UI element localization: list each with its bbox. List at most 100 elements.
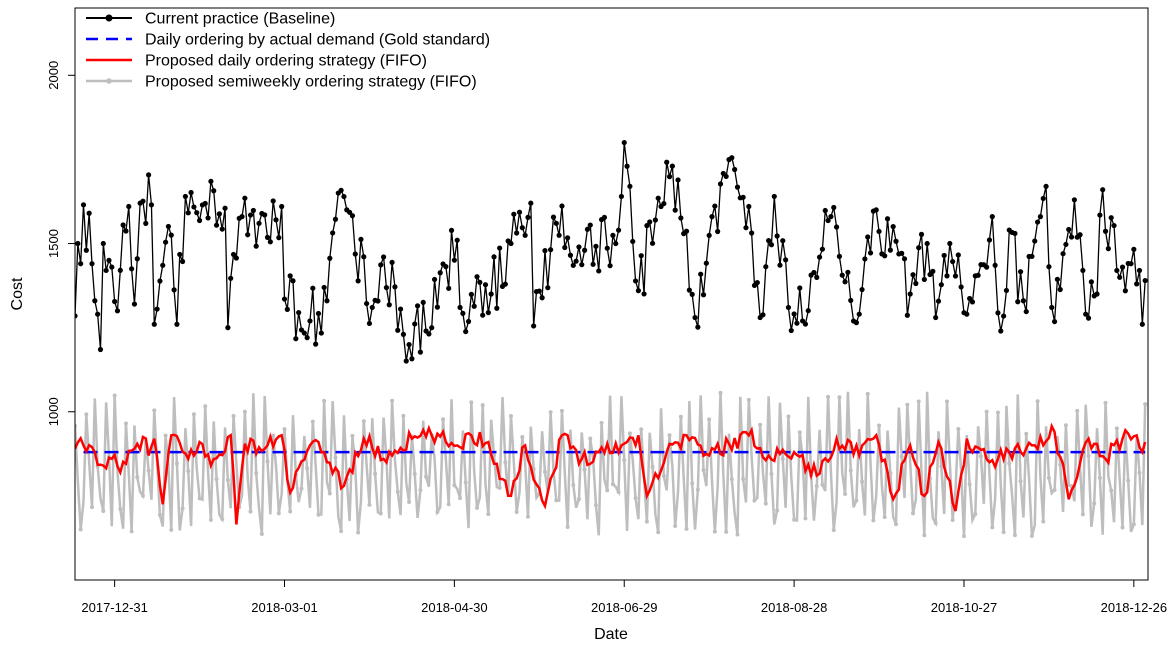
series-baseline-point [1015, 299, 1021, 305]
series-baseline-point [327, 255, 333, 261]
series-semiweekly-point [1001, 530, 1006, 535]
x-tick-label: 2018-03-01 [251, 600, 318, 615]
series-baseline-point [213, 222, 220, 228]
series-baseline-point [338, 187, 344, 193]
series-baseline-point [675, 177, 681, 183]
series-baseline-point [417, 349, 423, 355]
series-baseline-point [1063, 241, 1069, 248]
series-baseline-point [1029, 253, 1035, 260]
series-baseline-point [171, 287, 177, 293]
series-semiweekly-point [214, 477, 219, 482]
series-semiweekly-point [888, 471, 893, 476]
series-semiweekly-point [248, 509, 253, 514]
series-baseline-point [947, 240, 953, 247]
series-baseline-point [531, 323, 537, 329]
series-baseline-point [92, 298, 98, 304]
series-semiweekly-point [1041, 519, 1046, 524]
series-semiweekly-point [644, 519, 649, 524]
series-semiweekly-point [605, 488, 610, 493]
series-baseline-point [556, 232, 562, 238]
series-baseline-point [958, 284, 964, 290]
series-baseline-point [856, 311, 862, 317]
series-baseline-point [448, 227, 455, 233]
series-semiweekly-point [565, 524, 570, 529]
series-baseline-point [123, 228, 129, 234]
series-baseline-point [1105, 246, 1111, 252]
series-semiweekly-point [860, 479, 865, 484]
series-baseline-point [536, 288, 542, 294]
series-semiweekly-point [916, 399, 921, 404]
legend-marker [105, 14, 113, 22]
series-baseline-point [621, 139, 627, 146]
series-semiweekly-point [843, 491, 848, 496]
series-semiweekly-point [865, 391, 870, 396]
series-semiweekly-point [667, 433, 672, 438]
series-semiweekly-point [350, 433, 355, 438]
series-semiweekly-point [367, 502, 372, 507]
series-baseline-point [225, 325, 231, 331]
series-baseline-point [361, 254, 367, 260]
series-semiweekly-point [395, 489, 400, 494]
series-semiweekly-point [967, 482, 972, 487]
legend: Current practice (Baseline) Daily orderin… [86, 11, 490, 91]
series-baseline-point [522, 232, 528, 238]
series-semiweekly-point [197, 496, 202, 501]
series-baseline-point [641, 291, 647, 297]
series-semiweekly-point [911, 511, 916, 516]
series-baseline-point [397, 306, 404, 312]
series-semiweekly-point [724, 529, 729, 534]
series-baseline-point [989, 214, 995, 220]
series-baseline-point [488, 291, 494, 297]
series-semiweekly-point [803, 516, 808, 521]
series-baseline-point [395, 327, 401, 333]
series-baseline-point [576, 244, 582, 250]
series-semiweekly-point [616, 489, 621, 494]
series-semiweekly-point [763, 501, 768, 506]
series-baseline-point [729, 155, 735, 161]
series-baseline-point [649, 240, 656, 246]
series-semiweekly-point [169, 527, 174, 532]
series-baseline-point [352, 251, 358, 257]
series-baseline-point [596, 268, 602, 274]
series-baseline-point [865, 234, 871, 240]
series-semiweekly-point [310, 419, 315, 424]
series-semiweekly-point [882, 514, 887, 519]
legend-item: Proposed daily ordering strategy (FIFO) [86, 53, 427, 70]
series-baseline-point [712, 203, 718, 209]
series-baseline-point [273, 217, 279, 223]
series-baseline-point [131, 301, 138, 307]
series-baseline-point [1043, 183, 1049, 189]
series-baseline-point [165, 223, 172, 230]
series-baseline-point [1001, 313, 1007, 319]
series-semiweekly-point [712, 529, 717, 534]
series-semiweekly-point [633, 496, 638, 501]
series-semiweekly-point [786, 414, 791, 419]
series-baseline-point [349, 213, 356, 219]
series-baseline-point [766, 238, 772, 244]
series-baseline-point [358, 236, 364, 242]
series-baseline-point [296, 309, 302, 316]
series-baseline-point [369, 304, 375, 311]
series-semiweekly-point [661, 473, 666, 478]
series-baseline-point [1034, 219, 1041, 225]
series-semiweekly-point [1024, 431, 1029, 436]
series-baseline-point [689, 291, 695, 297]
series-baseline-point [451, 257, 457, 263]
series-semiweekly-point [990, 525, 995, 530]
series-baseline-point [700, 292, 707, 298]
series-baseline-point [1119, 264, 1126, 270]
series-baseline-point [884, 216, 891, 222]
series-baseline-point [918, 231, 925, 237]
series-baseline-point [219, 226, 225, 232]
legend-item: Daily ordering by actual demand (Gold st… [86, 32, 490, 49]
series-baseline-point [890, 223, 896, 230]
series-baseline-point [454, 237, 460, 243]
legend-item: Current practice (Baseline) [86, 11, 335, 28]
series-baseline-point [233, 255, 239, 261]
series-semiweekly-point [1097, 475, 1102, 480]
series-baseline-point [698, 271, 704, 277]
series-baseline-point [950, 258, 956, 265]
series-baseline-point [822, 207, 828, 214]
series-baseline-point [794, 320, 800, 326]
series-baseline-point [78, 261, 84, 267]
